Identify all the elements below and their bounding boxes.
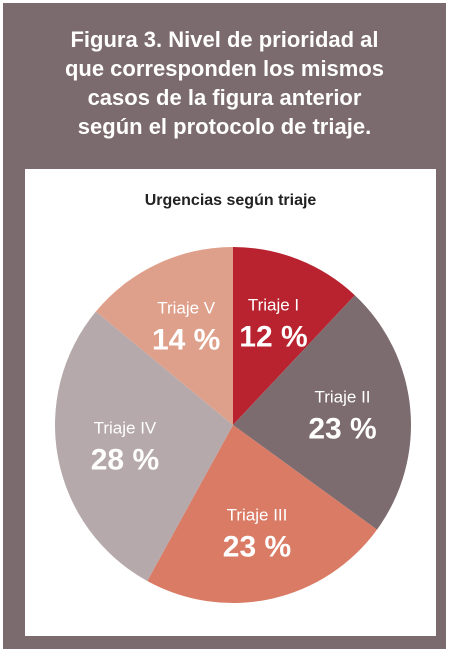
chart-panel: Urgencias según triaje Triaje I 12 % Triaj… [25,169,436,636]
slice-label-1: Triaje I [248,296,299,315]
slice-value-5: 14 % [152,323,220,356]
caption-line-3: casos de la figura anterior [87,85,362,110]
pie-chart: Triaje I 12 % Triaje II 23 % Triaje III 23 % T… [54,247,411,603]
slice-value-4: 28 % [91,444,159,477]
slice-value-3: 23 % [223,530,291,563]
pie-slice-5 [95,247,234,425]
pie-slice-3 [147,425,378,603]
caption-line-4: según el protocolo de triaje. [77,114,372,139]
figure-caption: Figura 3. Nivel de prioridad al que corr… [3,25,446,141]
slice-value-2: 23 % [308,413,376,446]
slice-label-4: Triaje IV [94,419,157,438]
caption-line-1: Figura 3. Nivel de prioridad al [70,27,379,52]
pie-slice-2 [233,295,411,530]
chart-title: Urgencias según triaje [144,192,317,209]
slice-label-3: Triaje III [227,505,288,524]
slice-label-5: Triaje V [157,298,216,317]
pie-slice-4 [54,311,234,581]
slice-value-1: 12 % [239,321,307,354]
pie-slice-1 [233,247,355,425]
figure-frame: Figura 3. Nivel de prioridad al que corr… [3,3,446,649]
slice-label-2: Triaje II [314,388,370,407]
caption-line-2: que corresponden los mismos [64,56,385,81]
